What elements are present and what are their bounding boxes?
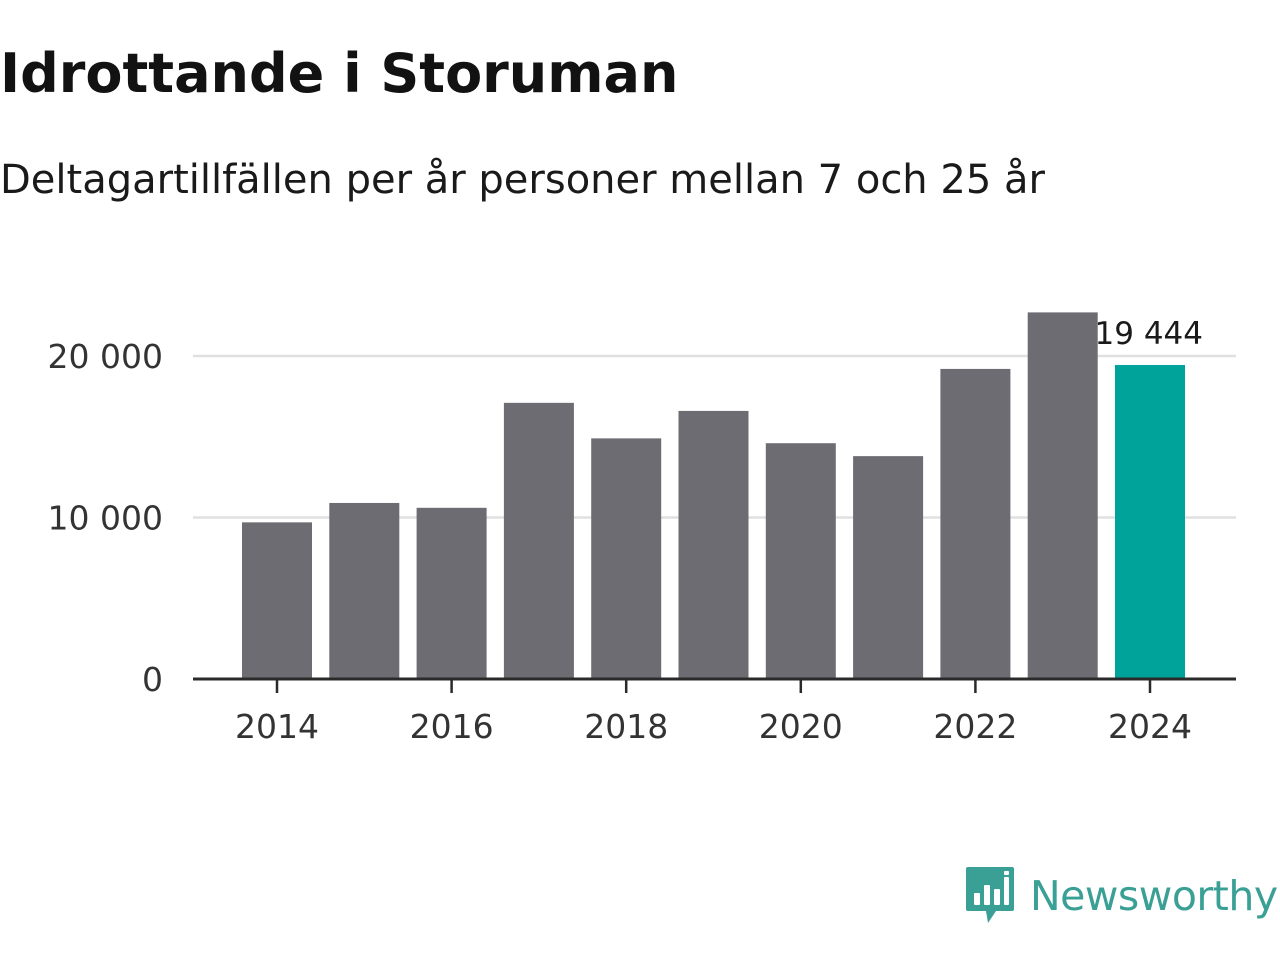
highlight-value-label: 19 444	[1095, 316, 1203, 352]
bar[interactable]	[1027, 312, 1098, 679]
bar[interactable]	[329, 502, 400, 679]
chart-subtitle: Deltagartillfällen per år personer mella…	[0, 157, 1045, 203]
newsworthy-logo-text: Newsworthy	[1030, 872, 1278, 920]
bar[interactable]	[416, 507, 487, 679]
newsworthy-logo: Newsworthy	[964, 864, 1278, 928]
bar[interactable]	[765, 443, 836, 679]
y-tick-label: 0	[142, 660, 163, 699]
x-tick-label: 2018	[584, 707, 668, 746]
x-tick-label: 2024	[1108, 707, 1192, 746]
y-tick-label: 10 000	[48, 499, 163, 538]
bar[interactable]	[242, 522, 312, 679]
bar-highlight[interactable]	[1115, 364, 1185, 679]
newsworthy-logo-icon	[966, 867, 1014, 923]
x-tick-label: 2022	[933, 707, 1017, 746]
bar[interactable]	[591, 438, 662, 679]
bar[interactable]	[503, 402, 574, 679]
x-tick-label: 2020	[759, 707, 843, 746]
bar[interactable]	[940, 368, 1011, 679]
x-tick-label: 2016	[410, 707, 494, 746]
x-tick-label: 2014	[235, 707, 319, 746]
bar[interactable]	[678, 410, 749, 679]
bar[interactable]	[853, 456, 924, 679]
chart-title: Idrottande i Storuman	[0, 42, 679, 105]
y-tick-label: 20 000	[48, 337, 163, 376]
